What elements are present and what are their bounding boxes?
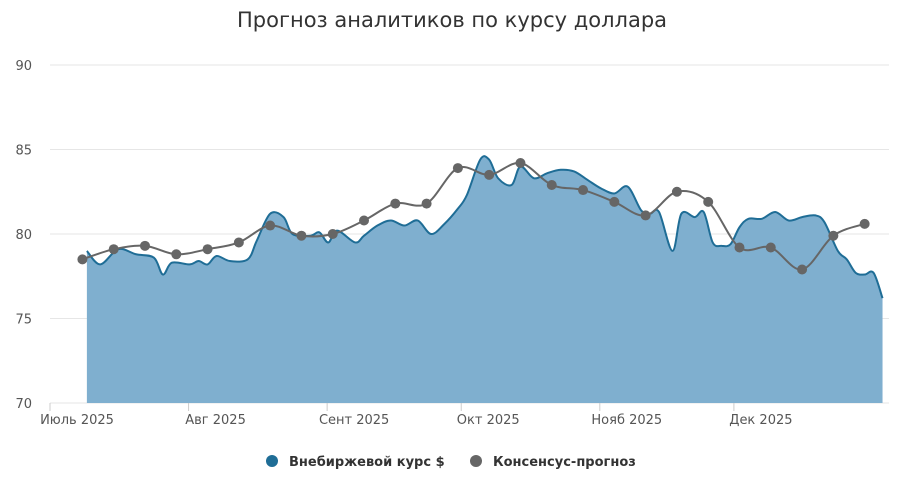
area-fill-otc-rate xyxy=(86,156,883,403)
consensus-point[interactable] xyxy=(108,244,119,255)
consensus-point[interactable] xyxy=(77,254,88,265)
legend[interactable]: Внебиржевой курс $ Консенсус-прогноз xyxy=(266,455,636,470)
x-tick-label: Июль 2025 xyxy=(40,413,114,428)
consensus-point[interactable] xyxy=(452,163,463,174)
consensus-point[interactable] xyxy=(171,249,182,260)
consensus-point[interactable] xyxy=(421,198,432,209)
x-tick-label: Дек 2025 xyxy=(729,413,792,428)
x-tick-label: Авг 2025 xyxy=(185,413,246,428)
x-axis: Июль 2025 Авг 2025 Сент 2025 Окт 2025 Нояб 2… xyxy=(40,403,793,428)
y-tick-label: 80 xyxy=(15,228,32,243)
x-tick-label: Нояб 2025 xyxy=(591,413,662,428)
consensus-point[interactable] xyxy=(390,198,401,209)
legend-label[interactable]: Консенсус-прогноз xyxy=(493,455,636,470)
legend-marker[interactable] xyxy=(470,455,482,467)
y-tick-label: 75 xyxy=(15,313,32,328)
y-axis: 70 75 80 85 90 xyxy=(15,59,32,412)
consensus-point[interactable] xyxy=(265,220,276,231)
x-tick-label: Сент 2025 xyxy=(319,413,389,428)
consensus-point[interactable] xyxy=(484,169,495,180)
consensus-point[interactable] xyxy=(765,242,776,253)
consensus-point[interactable] xyxy=(546,179,557,190)
consensus-point[interactable] xyxy=(578,185,589,196)
chart-title: Прогноз аналитиков по курсу доллара xyxy=(237,8,667,32)
consensus-point[interactable] xyxy=(671,186,682,197)
consensus-point[interactable] xyxy=(359,215,370,226)
consensus-point[interactable] xyxy=(734,242,745,253)
consensus-point[interactable] xyxy=(609,196,620,207)
consensus-point[interactable] xyxy=(703,196,714,207)
y-tick-label: 85 xyxy=(15,144,32,159)
consensus-point[interactable] xyxy=(797,264,808,275)
y-tick-label: 90 xyxy=(15,59,32,74)
consensus-point[interactable] xyxy=(515,158,526,169)
consensus-point[interactable] xyxy=(828,230,839,241)
consensus-point[interactable] xyxy=(233,237,244,248)
consensus-point[interactable] xyxy=(296,230,307,241)
legend-label[interactable]: Внебиржевой курс $ xyxy=(289,455,445,470)
consensus-point[interactable] xyxy=(202,244,213,255)
x-tick-label: Окт 2025 xyxy=(457,413,520,428)
y-tick-label: 70 xyxy=(15,397,32,412)
legend-marker[interactable] xyxy=(266,455,278,467)
consensus-point[interactable] xyxy=(640,210,651,221)
consensus-point[interactable] xyxy=(139,240,150,251)
consensus-point[interactable] xyxy=(859,218,870,229)
series-group xyxy=(77,155,884,403)
consensus-point[interactable] xyxy=(327,229,338,239)
series-line-otc-rate xyxy=(86,155,884,299)
